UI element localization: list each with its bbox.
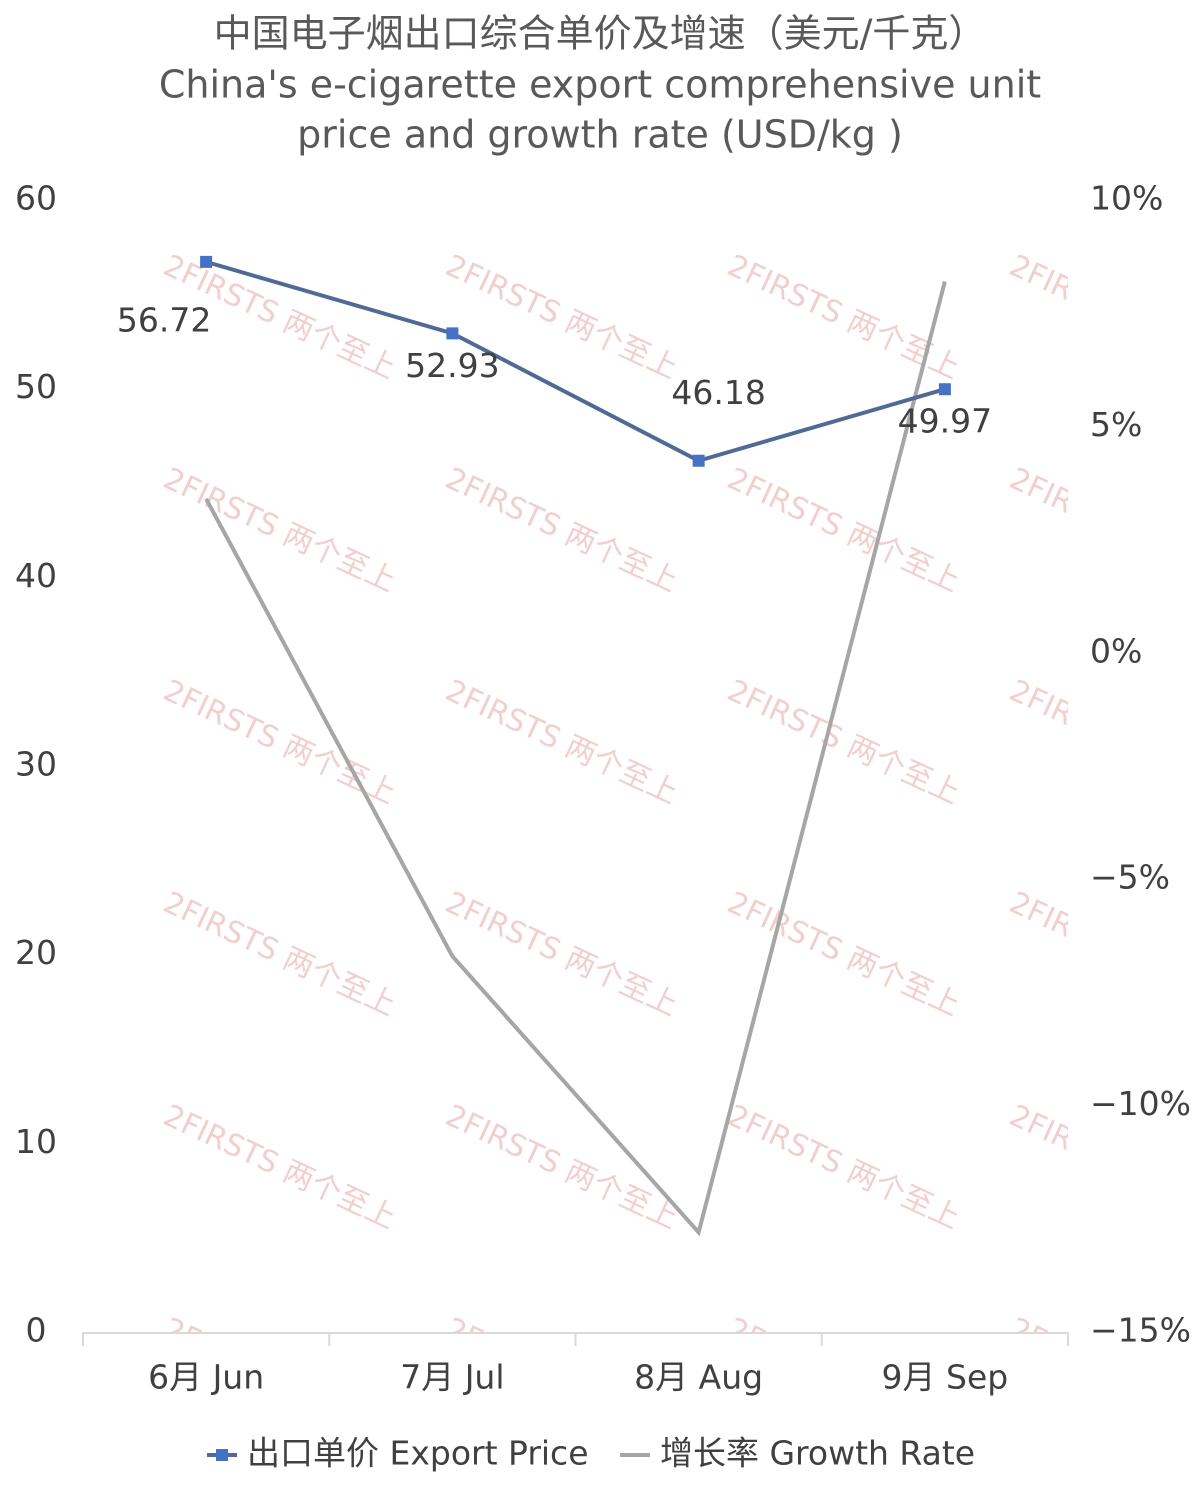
y2-tick-label: 0%	[1090, 631, 1142, 670]
watermark: 2FIRSTS 两个至上	[158, 885, 401, 1023]
series-line	[205, 259, 946, 463]
marker	[446, 327, 459, 340]
x-tick-label: 6月 Jun	[148, 1358, 264, 1397]
watermark: 2FIRSTS 两个至上	[722, 1098, 965, 1236]
legend-label: 增长率 Growth Rate	[660, 1434, 975, 1473]
y-tick-label: 20	[15, 933, 57, 972]
y2-tick-label: 10%	[1090, 179, 1163, 218]
y-tick-label: 60	[15, 179, 57, 218]
chart-title: 中国电子烟出口综合单价及增速（美元/千克）	[214, 12, 987, 56]
y2-tick-label: −5%	[1090, 858, 1170, 897]
y2-tick-label: −15%	[1090, 1311, 1191, 1350]
y-tick-label: 10	[15, 1122, 57, 1161]
watermark: 2FIRSTS 两个至上	[440, 1098, 683, 1236]
watermark: 2FIRSTS 两个至上	[440, 673, 683, 811]
watermark: 2FIRSTS 两个至上	[158, 1098, 401, 1236]
legend-swatch	[216, 1449, 228, 1461]
chart-title: price and growth rate (USD/kg )	[297, 113, 903, 157]
marker	[938, 383, 951, 396]
series-line	[204, 281, 947, 1237]
y2-tick-label: 5%	[1090, 405, 1142, 444]
watermarks: 2FIRSTS 两个至上 2FIRSTS 两个至上 2FIRSTS 两个至上 2FIR…	[158, 248, 1200, 1332]
watermark: 2FIRSTS 两个至上	[722, 673, 965, 811]
legend-label: 出口单价 Export Price	[247, 1434, 589, 1473]
watermark: 2FIRSTS 两个至上	[1004, 885, 1200, 1023]
watermark: 2FIRSTS 两个至上	[158, 461, 401, 599]
y-tick-label: 30	[15, 745, 57, 784]
x-tick-label: 9月 Sep	[882, 1358, 1009, 1397]
data-label: 56.72	[117, 300, 211, 339]
data-label: 46.18	[671, 373, 765, 412]
chart-title: China's e-cigarette export comprehensive…	[159, 63, 1041, 107]
marker	[692, 454, 705, 467]
watermark: 2FIRSTS 两个至上	[1004, 673, 1200, 811]
data-label: 49.97	[898, 402, 992, 441]
watermark: 2FIRSTS 两个至上	[1004, 248, 1200, 386]
y-tick-label: 50	[15, 367, 57, 406]
marker	[200, 255, 213, 268]
x-tick-label: 7月 Jul	[400, 1358, 504, 1397]
y-tick-label: 0	[26, 1311, 47, 1350]
watermark: 2FIRSTS 两个至上	[1004, 461, 1200, 599]
watermark: 2FIRSTS 两个至上	[440, 461, 683, 599]
watermark: 2FIRSTS 两个至上	[722, 248, 965, 386]
data-label: 52.93	[405, 346, 499, 385]
y-tick-label: 40	[15, 556, 57, 595]
watermark: 2FIRSTS 两个至上	[722, 461, 965, 599]
x-tick-label: 8月 Aug	[634, 1358, 763, 1397]
watermark: 2FIRSTS 两个至上	[440, 885, 683, 1023]
y2-tick-label: −10%	[1090, 1084, 1191, 1123]
